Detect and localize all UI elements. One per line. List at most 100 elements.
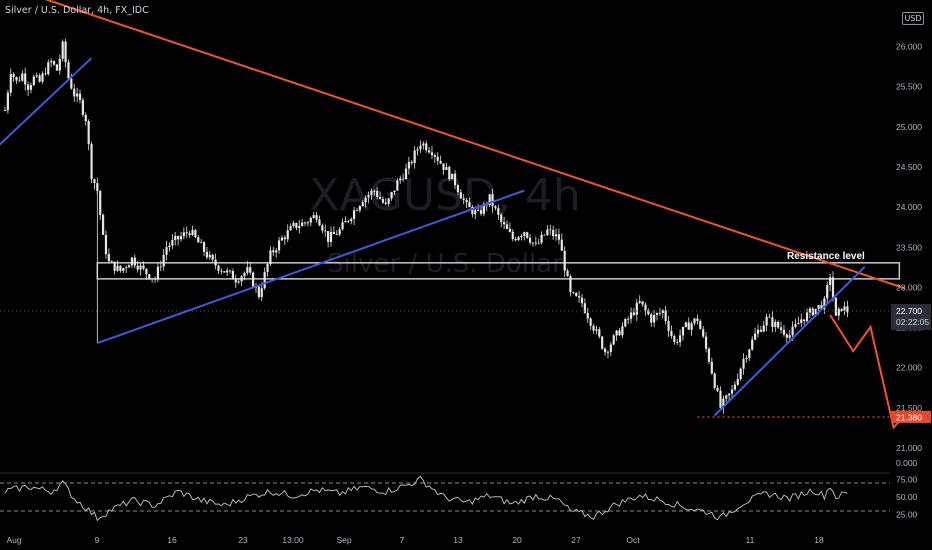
candle-body xyxy=(376,190,379,197)
candle-body xyxy=(223,271,226,273)
candle-body xyxy=(252,272,255,287)
candle-body xyxy=(586,312,589,319)
y-tick-label: 23.000 xyxy=(896,282,922,292)
candle-body xyxy=(785,334,788,338)
candle-body xyxy=(87,121,90,145)
x-tick-label: 27 xyxy=(571,535,581,545)
candle-body xyxy=(188,233,191,236)
candle-body xyxy=(303,222,307,224)
candle-body xyxy=(477,210,480,211)
candle-body xyxy=(693,318,696,324)
candle-body xyxy=(725,395,728,399)
candle-body xyxy=(70,78,73,89)
candle-body xyxy=(272,250,275,253)
candle-body xyxy=(566,270,569,277)
candle-body xyxy=(523,232,526,236)
candle-body xyxy=(779,327,783,330)
candle-body xyxy=(399,178,402,181)
candle-body xyxy=(459,192,462,199)
candle-body xyxy=(425,143,428,151)
candle-body xyxy=(508,228,511,232)
candle-body xyxy=(681,326,685,336)
x-tick-label: 20 xyxy=(512,535,522,545)
resistance-label: Resistance level xyxy=(787,251,865,262)
x-tick-label: Aug xyxy=(6,535,21,545)
candle-body xyxy=(629,312,633,319)
candle-body xyxy=(638,301,641,303)
candle-body xyxy=(578,296,581,298)
candle-body xyxy=(156,266,160,280)
candle-body xyxy=(670,330,673,337)
candle-body xyxy=(800,319,803,323)
candle-body xyxy=(777,321,780,328)
candle-body xyxy=(722,398,725,408)
candle-body xyxy=(451,173,454,180)
candle-body xyxy=(739,368,742,380)
candle-body xyxy=(211,254,214,260)
candle-body xyxy=(321,225,324,231)
candle-body xyxy=(21,73,24,81)
candle-body xyxy=(658,312,661,314)
candle-body xyxy=(606,351,610,353)
candle-body xyxy=(151,278,154,280)
y-tick-label: 21.500 xyxy=(896,403,922,413)
candle-body xyxy=(324,230,327,232)
y-tick-label: 25.500 xyxy=(896,82,922,92)
y-tick-label: 23.500 xyxy=(896,242,922,252)
candle-body xyxy=(148,274,151,279)
candle-body xyxy=(191,229,194,236)
candle-body xyxy=(64,41,67,63)
candle-body xyxy=(73,88,76,97)
candle-body xyxy=(15,76,18,81)
candle-body xyxy=(387,198,390,204)
last-price-value: 22.700 xyxy=(896,306,922,316)
candle-body xyxy=(107,254,110,262)
candle-body xyxy=(655,313,659,316)
candle-body xyxy=(702,329,705,337)
candle-body xyxy=(312,215,315,218)
candle-body xyxy=(719,390,722,408)
candle-body xyxy=(699,321,702,330)
candle-body xyxy=(358,206,361,211)
candle-body xyxy=(12,74,15,77)
trendline-blue1 xyxy=(0,57,93,146)
candle-body xyxy=(292,222,295,227)
candle-body xyxy=(803,319,806,322)
candle-body xyxy=(436,156,439,161)
candle-body xyxy=(624,318,627,327)
candle-body xyxy=(153,278,157,280)
candle-body xyxy=(249,267,252,273)
candle-body xyxy=(442,163,445,170)
candle-body xyxy=(231,270,235,280)
candle-body xyxy=(511,231,514,240)
candle-body xyxy=(32,76,35,86)
candle-body xyxy=(122,267,125,271)
candle-body xyxy=(139,265,142,270)
candle-body xyxy=(520,235,523,238)
candle-body xyxy=(404,168,408,180)
currency-button[interactable]: USD xyxy=(902,12,924,25)
candle-body xyxy=(831,277,835,298)
candle-body xyxy=(563,250,566,271)
candles xyxy=(3,38,849,414)
candle-body xyxy=(283,237,286,240)
candle-body xyxy=(378,196,382,199)
x-tick-label: 13:00 xyxy=(282,535,304,545)
candle-body xyxy=(603,348,607,353)
candle-body xyxy=(736,379,739,385)
candle-body xyxy=(820,305,823,310)
candle-body xyxy=(612,335,615,345)
candle-body xyxy=(280,237,284,241)
y-tick-label: 24.000 xyxy=(896,202,922,212)
candle-body xyxy=(407,161,410,169)
x-tick-label: Sep xyxy=(336,535,351,545)
candle-body xyxy=(402,178,405,180)
candle-body xyxy=(47,62,50,75)
candle-body xyxy=(474,210,477,215)
candle-body xyxy=(327,231,330,242)
candle-body xyxy=(644,304,647,311)
candle-body xyxy=(514,239,517,241)
candle-body xyxy=(298,226,301,229)
candle-body xyxy=(416,149,419,151)
